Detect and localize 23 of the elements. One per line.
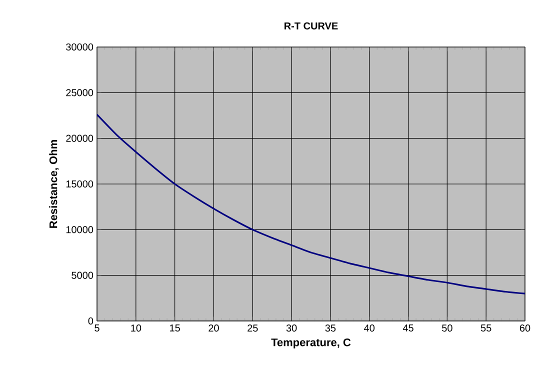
y-tick-label: 15000	[66, 180, 94, 188]
y-tick-label: 30000	[66, 43, 94, 51]
y-tick-label: 20000	[66, 134, 94, 142]
x-tick-label: 60	[520, 324, 530, 332]
chart-title: R-T CURVE	[284, 22, 338, 30]
y-tick-label: 0	[88, 317, 94, 325]
x-tick-label: 30	[286, 324, 297, 332]
x-tick-label: 40	[364, 324, 375, 332]
y-tick-label: 10000	[66, 226, 94, 234]
x-tick-label: 10	[131, 324, 142, 332]
x-axis-title: Temperature, C	[271, 338, 351, 348]
x-tick-label: 35	[325, 324, 336, 332]
x-tick-label: 25	[248, 324, 258, 332]
x-tick-label: 15	[170, 324, 180, 332]
x-tick-label: 5	[94, 324, 100, 332]
y-tick-label: 25000	[66, 89, 94, 96]
y-tick-label: 5000	[72, 272, 94, 279]
x-tick-label: 20	[208, 324, 219, 332]
y-axis-title: Resistance, Ohm	[49, 140, 59, 228]
x-tick-label: 45	[402, 324, 414, 332]
x-tick-label: 50	[442, 324, 452, 332]
x-tick-label: 55	[480, 324, 492, 332]
line-series	[97, 114, 525, 294]
